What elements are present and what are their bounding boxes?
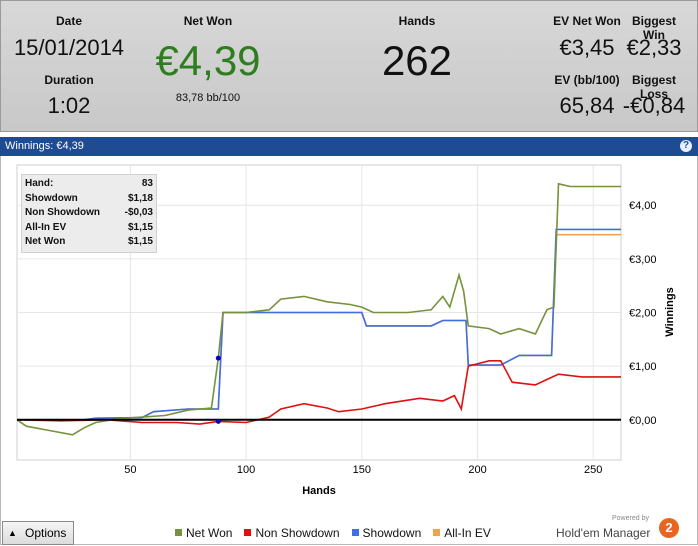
series-line-net-won[interactable] xyxy=(16,182,621,436)
ev-netwon-value: €3,45 xyxy=(559,35,615,60)
options-label: Options xyxy=(25,526,67,540)
hands-value: 262 xyxy=(381,37,453,84)
legend-label: Non Showdown xyxy=(255,526,340,540)
tooltip-row-label: Non Showdown xyxy=(25,207,100,218)
ev-netwon-label: EV Net Won xyxy=(553,14,621,28)
hm2-logo-icon: 2 xyxy=(659,518,679,538)
biggest-win-label: Biggest Win xyxy=(631,14,676,42)
y-tick-label: €0,00 xyxy=(629,415,657,427)
legend-item[interactable]: All-In EV xyxy=(433,526,491,540)
y-tick-label: €4,00 xyxy=(629,200,657,212)
biggest-win-value: €2,33 xyxy=(626,35,682,60)
y-axis-label: Winnings xyxy=(664,287,676,336)
ev-bb100-label: EV (bb/100) xyxy=(554,73,620,87)
options-button[interactable]: ▲ Options xyxy=(2,521,74,545)
legend-item[interactable]: Showdown xyxy=(351,526,422,540)
biggest-loss-value: -€0,84 xyxy=(622,93,686,118)
tooltip-row-value: $1,15 xyxy=(127,236,153,247)
chart-legend: Net Won Non Showdown Showdown All-In EV xyxy=(175,526,503,540)
biggest-loss-label: Biggest Loss xyxy=(631,73,676,101)
legend-label: All-In EV xyxy=(444,526,491,540)
legend-label: Showdown xyxy=(362,526,422,540)
tooltip-row-value: $1,15 xyxy=(127,221,153,233)
hover-marker xyxy=(215,355,221,361)
x-tick-label: 100 xyxy=(237,464,255,476)
brand-name: Hold'em Manager xyxy=(556,526,651,540)
x-tick-label: 50 xyxy=(124,464,136,476)
duration-label: Duration xyxy=(44,73,94,87)
tooltip-row: Net Won $1,15 xyxy=(25,235,153,250)
date-value: 15/01/2014 xyxy=(13,35,125,60)
legend-swatch xyxy=(433,529,441,536)
x-axis-label: Hands xyxy=(302,485,336,497)
tooltip-row-label: Hand: xyxy=(25,178,54,189)
y-tick-label: €1,00 xyxy=(629,361,657,373)
powered-by: Powered by xyxy=(612,515,649,522)
winnings-panel-title: Winnings: €4,39 xyxy=(5,140,84,152)
help-icon[interactable]: ? xyxy=(680,140,692,152)
y-tick-label: €3,00 xyxy=(629,254,657,266)
hover-marker xyxy=(215,418,221,424)
tooltip-row-label: All-In EV xyxy=(25,221,67,233)
netwon-value: €4,39 xyxy=(155,37,261,84)
x-tick-label: 150 xyxy=(353,464,371,476)
hands-label: Hands xyxy=(398,14,436,28)
date-label: Date xyxy=(55,14,82,28)
legend-swatch xyxy=(244,529,252,536)
tooltip-row-value: 83 xyxy=(141,178,153,189)
winnings-chart-container: 50 100 150 200 250 €0,00 €1,00 €2,00 €3,00 €4,00… xyxy=(0,156,698,545)
y-tick-label: €2,00 xyxy=(629,308,657,320)
legend-swatch xyxy=(175,529,182,536)
hand-tooltip: Hand: 83 Showdown $1,18 Non Showdown -$0,03 Al… xyxy=(21,174,157,253)
tooltip-row: All-In EV $1,15 xyxy=(25,221,153,236)
tooltip-row: Non Showdown -$0,03 xyxy=(25,206,153,221)
stats-panel: Date 15/01/2014 Duration 1:02 Net Won €4… xyxy=(0,0,698,132)
tooltip-row-value: $1,18 xyxy=(127,192,153,204)
netwon-bb100: 83,78 bb/100 xyxy=(175,92,241,104)
chevron-up-icon: ▲ xyxy=(8,528,17,538)
duration-value: 1:02 xyxy=(47,93,91,118)
tooltip-row: Hand: 83 xyxy=(25,177,153,192)
winnings-panel-header: Winnings: €4,39 ? xyxy=(0,137,698,156)
x-tick-label: 250 xyxy=(584,464,602,476)
legend-swatch xyxy=(351,529,359,536)
tooltip-row-label: Net Won xyxy=(25,236,66,247)
winnings-chart: 50 100 150 200 250 €0,00 €1,00 €2,00 €3,00 €4,00… xyxy=(16,164,676,497)
netwon-label: Net Won xyxy=(183,14,233,28)
x-tick-label: 200 xyxy=(468,464,486,476)
legend-item[interactable]: Non Showdown xyxy=(244,526,340,540)
series-line-non-showdown[interactable] xyxy=(16,359,621,425)
tooltip-row-label: Showdown xyxy=(25,192,78,204)
tooltip-row-value: -$0,03 xyxy=(124,207,153,218)
legend-item[interactable]: Net Won xyxy=(175,526,232,540)
legend-label: Net Won xyxy=(186,526,233,540)
ev-bb100-value: 65,84 xyxy=(559,93,615,118)
tooltip-row: Showdown $1,18 xyxy=(25,192,153,207)
